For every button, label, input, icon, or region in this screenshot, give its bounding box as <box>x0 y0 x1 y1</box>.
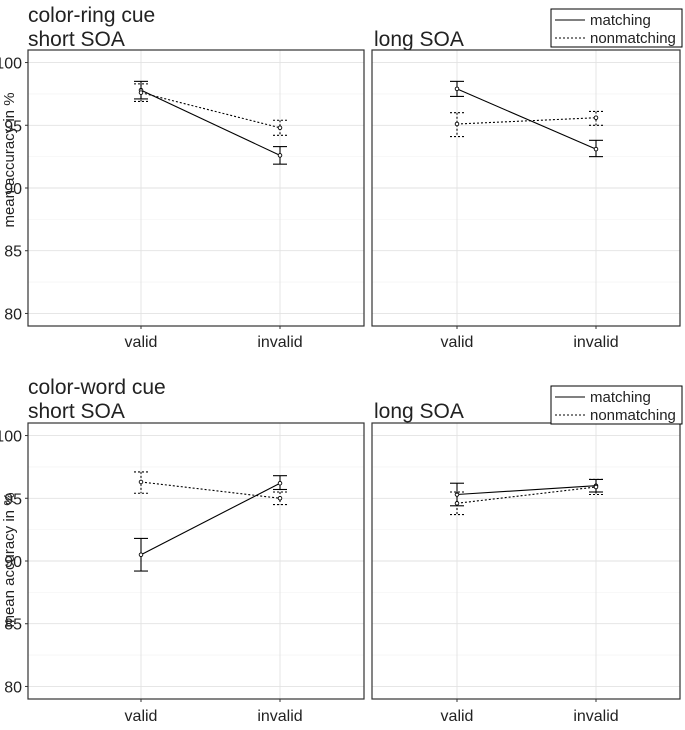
panel-color-word-short-soa: color-word cue short SOA mean accuracy i… <box>0 376 365 725</box>
x-tick-label: invalid <box>573 334 618 351</box>
data-point-nonmatching <box>277 496 283 501</box>
x-tick-label: valid <box>125 334 158 351</box>
x-tick-label: valid <box>125 708 158 725</box>
data-point-nonmatching <box>593 115 599 120</box>
plot-area <box>371 422 681 702</box>
y-tick-label: 100 <box>0 429 22 446</box>
panel-color-ring-long-soa: long SOA valid invalid matching nonmatch… <box>371 8 683 351</box>
data-point-nonmatching <box>454 121 460 127</box>
legend-label-nonmatching: nonmatching <box>590 30 676 47</box>
data-point-matching <box>593 146 599 152</box>
legend: matching nonmatching <box>550 8 683 48</box>
series-line-matching <box>456 485 597 496</box>
series-line-nonmatching <box>456 117 597 125</box>
plot-border <box>27 49 365 327</box>
legend-label-matching: matching <box>590 389 651 406</box>
panel-title: long SOA <box>374 400 464 423</box>
panel-title: color-word cue <box>28 376 166 399</box>
data-point-matching <box>138 552 144 557</box>
y-tick-label: 95 <box>4 491 22 508</box>
x-tick-label: valid <box>441 334 474 351</box>
y-tick-label: 90 <box>4 554 22 571</box>
y-axis-label: mean accuracy in % <box>1 492 18 627</box>
data-point-nonmatching <box>277 125 283 131</box>
y-tick-label: 85 <box>4 617 22 634</box>
series-line-nonmatching <box>456 486 597 504</box>
plot-border <box>371 422 681 700</box>
series-line-matching <box>456 88 597 150</box>
x-tick-label: valid <box>441 708 474 725</box>
panel-color-word-long-soa: long SOA valid invalid matching nonmatch… <box>371 385 683 725</box>
series-line-nonmatching <box>140 481 281 499</box>
y-axis-label: mean accuracy in % <box>1 92 18 227</box>
x-tick-label: invalid <box>573 708 618 725</box>
x-tick-label: invalid <box>257 708 302 725</box>
panel-title: long SOA <box>374 28 464 51</box>
data-point-nonmatching <box>138 479 144 485</box>
y-tick-label: 90 <box>4 181 22 198</box>
legend-label-nonmatching: nonmatching <box>590 407 676 424</box>
data-point-nonmatching <box>593 484 599 490</box>
data-point-matching <box>454 86 460 92</box>
y-tick-label: 100 <box>0 56 22 73</box>
plot-area <box>371 49 681 329</box>
y-tick-label: 85 <box>4 244 22 261</box>
data-point-matching <box>277 480 283 486</box>
legend-box <box>550 385 683 425</box>
panel-color-ring-short-soa: color-ring cue short SOA mean accuracy i… <box>0 4 365 351</box>
panel-title: color-ring cue <box>28 4 155 27</box>
legend-label-matching: matching <box>590 12 651 29</box>
data-point-nonmatching <box>454 501 460 506</box>
y-tick-label: 80 <box>4 306 22 323</box>
y-tick-label: 80 <box>4 679 22 696</box>
data-point-matching <box>277 153 283 158</box>
plot-area: 80 85 90 95 100 <box>0 49 365 329</box>
panel-subtitle: short SOA <box>28 400 125 423</box>
plot-area: 80 85 90 95 100 <box>0 422 365 702</box>
legend-box <box>550 8 683 48</box>
x-tick-label: invalid <box>257 334 302 351</box>
data-point-nonmatching <box>138 90 144 95</box>
plot-border <box>27 422 365 700</box>
y-tick-label: 95 <box>4 118 22 135</box>
plot-border <box>371 49 681 327</box>
panel-subtitle: short SOA <box>28 28 125 51</box>
series-line-matching <box>140 89 281 156</box>
legend: matching nonmatching <box>550 385 683 425</box>
